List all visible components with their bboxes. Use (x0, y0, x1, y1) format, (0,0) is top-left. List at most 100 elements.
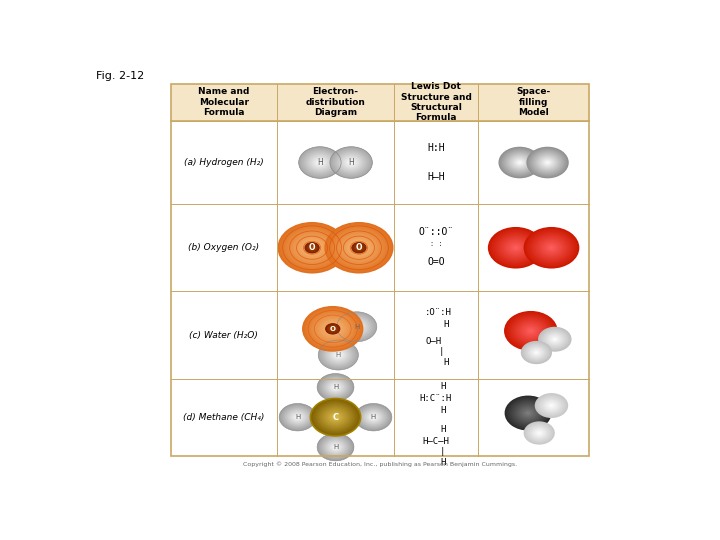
Circle shape (505, 312, 557, 350)
Circle shape (327, 347, 349, 363)
Circle shape (329, 225, 389, 270)
Circle shape (299, 147, 341, 178)
Circle shape (324, 222, 394, 274)
Circle shape (534, 350, 539, 355)
Circle shape (540, 397, 562, 414)
Circle shape (525, 344, 548, 361)
Circle shape (505, 151, 535, 174)
Circle shape (537, 431, 541, 434)
Circle shape (310, 246, 315, 249)
Circle shape (313, 314, 353, 343)
Circle shape (311, 247, 313, 248)
Circle shape (552, 337, 558, 342)
Circle shape (330, 326, 336, 331)
Text: H: H (348, 158, 354, 167)
Circle shape (490, 228, 541, 267)
Circle shape (350, 161, 352, 163)
Circle shape (346, 319, 368, 335)
Circle shape (526, 423, 552, 443)
Text: H: H (336, 352, 341, 358)
Circle shape (531, 150, 564, 175)
Circle shape (507, 153, 532, 172)
Circle shape (335, 353, 342, 357)
Circle shape (331, 227, 387, 268)
Circle shape (319, 435, 352, 460)
Circle shape (372, 416, 374, 418)
Circle shape (322, 342, 355, 368)
Circle shape (510, 316, 551, 346)
Circle shape (305, 242, 319, 253)
Circle shape (343, 156, 359, 169)
Circle shape (318, 404, 353, 430)
Circle shape (502, 238, 530, 258)
Circle shape (333, 228, 385, 267)
Circle shape (527, 230, 576, 266)
Circle shape (323, 378, 348, 396)
Circle shape (277, 222, 347, 274)
Circle shape (354, 244, 364, 251)
Circle shape (284, 407, 311, 427)
Circle shape (539, 396, 564, 415)
Circle shape (320, 406, 351, 428)
Circle shape (330, 413, 341, 422)
Circle shape (545, 243, 558, 253)
Circle shape (288, 230, 336, 266)
Circle shape (549, 335, 561, 343)
Circle shape (354, 324, 360, 329)
Circle shape (320, 405, 351, 429)
Circle shape (357, 247, 361, 249)
Circle shape (527, 328, 535, 334)
Circle shape (511, 156, 528, 169)
Circle shape (513, 318, 548, 344)
Circle shape (515, 159, 525, 166)
Circle shape (302, 149, 338, 176)
Circle shape (366, 412, 381, 422)
Circle shape (543, 330, 567, 348)
Circle shape (536, 431, 541, 435)
Circle shape (515, 403, 541, 423)
Circle shape (324, 322, 341, 335)
Circle shape (303, 241, 321, 255)
Circle shape (529, 231, 574, 265)
Circle shape (535, 393, 568, 418)
Circle shape (356, 326, 358, 328)
Circle shape (543, 241, 560, 254)
Circle shape (312, 313, 354, 345)
Circle shape (551, 405, 552, 406)
Circle shape (280, 404, 315, 430)
Circle shape (524, 410, 532, 416)
Circle shape (333, 385, 338, 389)
Circle shape (526, 229, 577, 266)
Circle shape (327, 325, 338, 333)
Circle shape (530, 348, 543, 357)
Circle shape (307, 244, 317, 251)
Circle shape (544, 400, 559, 411)
Circle shape (540, 239, 562, 256)
Circle shape (522, 325, 539, 338)
Circle shape (281, 225, 343, 271)
Circle shape (508, 154, 531, 171)
Circle shape (325, 323, 340, 334)
Circle shape (541, 158, 554, 167)
Circle shape (334, 150, 368, 175)
Circle shape (530, 330, 532, 332)
Circle shape (326, 380, 345, 394)
Circle shape (493, 231, 538, 265)
Circle shape (532, 233, 571, 262)
Circle shape (356, 245, 362, 251)
Circle shape (309, 246, 315, 250)
Circle shape (283, 226, 341, 269)
Circle shape (511, 244, 521, 251)
Circle shape (510, 315, 552, 347)
Circle shape (318, 318, 348, 340)
Circle shape (516, 159, 524, 166)
Circle shape (310, 247, 314, 249)
Circle shape (304, 151, 336, 174)
Circle shape (290, 232, 334, 264)
Circle shape (545, 332, 565, 347)
Circle shape (323, 377, 348, 397)
Text: Copyright © 2008 Pearson Education, Inc., publishing as Pearson Benjamin Cumming: Copyright © 2008 Pearson Education, Inc.… (243, 461, 517, 467)
Circle shape (516, 160, 523, 165)
Circle shape (320, 320, 345, 338)
Circle shape (323, 437, 348, 457)
